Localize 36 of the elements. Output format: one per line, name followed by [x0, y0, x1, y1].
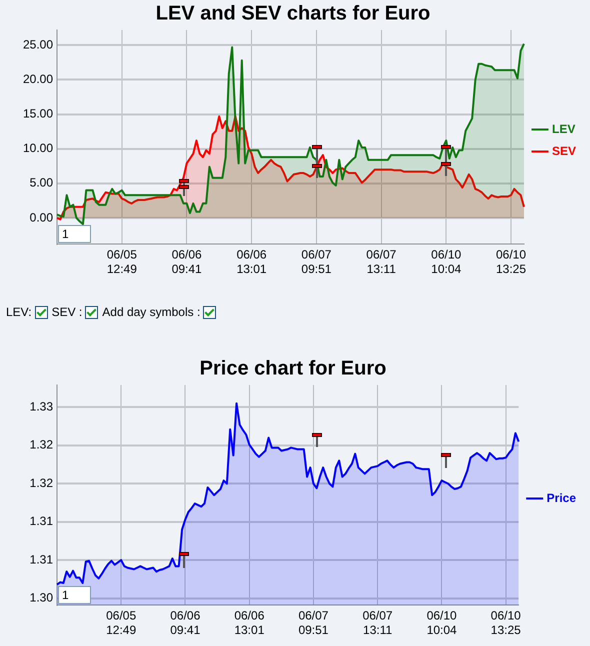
x-tick-label: 06/07 09:51 — [301, 248, 332, 276]
text: Add day symbols : — [102, 305, 200, 319]
y-tick-label: 5.00 — [30, 176, 54, 190]
x-tick-label: 06/05 12:49 — [106, 608, 136, 638]
y-tick-label: 1.32 — [30, 438, 54, 452]
y-tick-label: 1.31 — [30, 552, 54, 566]
x-tick-label: 06/10 13:25 — [496, 248, 526, 276]
chart-title: LEV and SEV charts for Euro — [156, 2, 430, 25]
x-tick-label: 06/06 13:01 — [234, 608, 265, 638]
x-tick-label: 06/05 12:49 — [106, 248, 138, 276]
y-tick-label: 1.32 — [30, 476, 54, 490]
text: LEV: — [6, 305, 32, 319]
y-tick-label: 25.00 — [22, 38, 54, 52]
text-field: 1 — [58, 586, 91, 604]
x-tick-label: 06/07 13:11 — [362, 608, 393, 638]
legend-label: LEV — [552, 122, 576, 136]
legend-label: SEV — [552, 144, 576, 158]
y-tick-label: 1.33 — [30, 399, 54, 414]
x-tick-label: 06/10 13:25 — [490, 608, 522, 638]
x-tick-label: 06/10 10:04 — [426, 608, 458, 638]
x-tick-label: 06/07 09:51 — [298, 608, 329, 638]
y-tick-label: 1.30 — [30, 590, 54, 605]
x-tick-label: 06/10 10:04 — [431, 248, 462, 276]
text-field: 1 — [58, 225, 91, 244]
y-tick-label: 20.00 — [22, 72, 54, 86]
x-tick-label: 06/06 09:41 — [170, 608, 201, 638]
y-tick-label: 1.31 — [30, 514, 54, 528]
chart-title: Price chart for Euro — [200, 358, 386, 380]
x-tick-label: 06/07 13:11 — [366, 248, 397, 276]
y-tick-label: 15.00 — [22, 106, 54, 121]
x-tick-label: 06/06 09:41 — [172, 248, 202, 276]
legend-label: Price — [546, 490, 576, 505]
y-tick-label: 10.00 — [22, 141, 54, 156]
x-tick-label: 06/06 13:01 — [236, 248, 267, 276]
text: SEV : — [52, 305, 82, 319]
y-tick-label: 0.00 — [30, 210, 54, 224]
